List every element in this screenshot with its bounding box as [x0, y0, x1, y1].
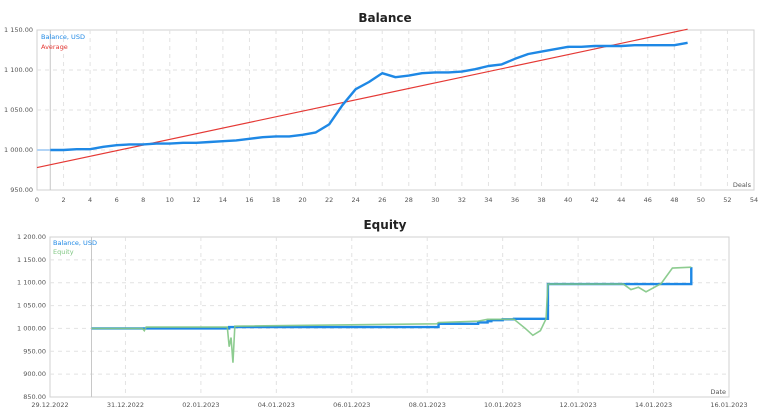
x-tick-label: 42: [591, 196, 599, 204]
x-axis-name: Date: [710, 388, 726, 396]
y-tick-label: 1 150.00: [17, 256, 46, 264]
y-tick-label: 1 100.00: [17, 279, 46, 287]
y-tick-label: 1 150.00: [4, 26, 33, 34]
x-tick-label: 40: [564, 196, 572, 204]
x-tick-label: 12.01.2023: [560, 401, 597, 409]
x-tick-label: 52: [723, 196, 731, 204]
x-tick-label: 04.01.2023: [258, 401, 295, 409]
equity-line: [91, 266, 692, 363]
x-tick-label: 29.12.2022: [31, 401, 68, 409]
equity-plot-area: [49, 236, 730, 398]
x-tick-label: 0: [35, 196, 39, 204]
legend-balance: Balance, USD: [41, 33, 85, 41]
y-tick-label: 950.00: [23, 347, 46, 355]
balance-line: [91, 267, 693, 330]
x-tick-label: 30: [431, 196, 439, 204]
legend-average: Average: [41, 43, 68, 51]
x-tick-label: 44: [617, 196, 625, 204]
x-tick-label: 46: [644, 196, 652, 204]
x-tick-label: 06.01.2023: [333, 401, 370, 409]
x-tick-label: 20: [298, 196, 306, 204]
x-tick-label: 36: [511, 196, 519, 204]
y-tick-label: 1 050.00: [17, 302, 46, 310]
x-tick-label: 22: [325, 196, 333, 204]
x-tick-label: 54: [750, 196, 758, 204]
x-tick-label: 48: [670, 196, 678, 204]
x-tick-label: 8: [141, 196, 145, 204]
y-tick-label: 1 100.00: [4, 66, 33, 74]
balance-plot-area: [36, 29, 755, 191]
x-tick-label: 12: [192, 196, 200, 204]
x-tick-label: 50: [697, 196, 705, 204]
x-tick-label: 18: [272, 196, 280, 204]
x-tick-label: 14: [219, 196, 227, 204]
x-tick-label: 34: [484, 196, 492, 204]
x-tick-label: 32: [458, 196, 466, 204]
x-tick-label: 24: [352, 196, 360, 204]
x-tick-label: 2: [61, 196, 65, 204]
x-tick-label: 14.01.2023: [635, 401, 672, 409]
balance-line: [50, 41, 688, 152]
y-tick-label: 1 050.00: [4, 106, 33, 114]
x-tick-label: 08.01.2023: [409, 401, 446, 409]
y-tick-label: 900.00: [23, 370, 46, 378]
y-tick-label: 850.00: [23, 393, 46, 401]
legend-equity: Equity: [53, 248, 74, 256]
equity-chart-title: Equity: [363, 218, 407, 232]
x-tick-label: 10.01.2023: [484, 401, 521, 409]
x-tick-label: 38: [537, 196, 545, 204]
equity-chart: 29.12.2022 31.12.2022 02.01.2023 04.01.2023…: [17, 233, 748, 409]
y-tick-label: 950.00: [10, 186, 33, 194]
x-tick-label: 10: [166, 196, 174, 204]
x-tick-label: 16: [245, 196, 253, 204]
balance-chart-title: Balance: [358, 11, 412, 25]
x-tick-label: 28: [405, 196, 413, 204]
x-tick-label: 02.01.2023: [182, 401, 219, 409]
x-tick-label: 31.12.2022: [107, 401, 144, 409]
legend-balance: Balance, USD: [53, 239, 97, 247]
x-tick-label: 16.01.2023: [710, 401, 747, 409]
y-tick-label: 1 000.00: [4, 146, 33, 154]
x-tick-label: 26: [378, 196, 386, 204]
y-tick-label: 1 200.00: [17, 233, 46, 241]
x-axis-name: Deals: [733, 181, 752, 189]
balance-chart: 0 2 4 6 8 10 12 14 16 18 20 22 24 26 28 30 32 34 36 38 40 42 4…: [4, 26, 758, 204]
x-tick-label: 4: [88, 196, 92, 204]
y-tick-label: 1 000.00: [17, 324, 46, 332]
x-tick-label: 6: [115, 196, 119, 204]
